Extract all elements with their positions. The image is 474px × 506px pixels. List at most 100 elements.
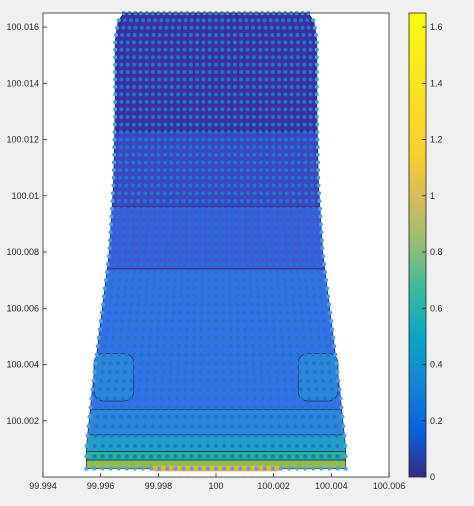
mesh-node (245, 55, 250, 60)
mesh-node (154, 246, 159, 251)
mesh-node (269, 424, 274, 429)
mesh-node (144, 62, 149, 67)
mesh-node (292, 405, 297, 410)
mesh-node (214, 183, 218, 188)
mesh-node (289, 40, 294, 45)
mesh-node (188, 191, 193, 196)
mesh-node (86, 424, 91, 429)
mesh-node (305, 369, 310, 374)
mesh-node (169, 62, 174, 67)
mesh-node (107, 246, 112, 251)
mesh-node (94, 352, 99, 357)
mesh-node (329, 319, 334, 323)
mesh-node (240, 230, 245, 235)
mesh-node (330, 396, 335, 401)
mesh-node (144, 152, 148, 157)
mesh-node (239, 33, 243, 37)
mesh-node (290, 145, 295, 150)
mesh-node (214, 92, 218, 97)
mesh-node (270, 84, 275, 89)
mesh-node (194, 222, 199, 227)
mesh-node (173, 270, 178, 275)
mesh-node (228, 327, 233, 332)
mesh-node (230, 433, 235, 438)
mesh-node (119, 40, 124, 45)
mesh-node (175, 152, 180, 157)
mesh-node (175, 191, 180, 196)
mesh-node (163, 122, 168, 127)
mesh-node (132, 70, 136, 74)
mesh-node (138, 114, 143, 119)
mesh-node (199, 344, 204, 349)
mesh-node (291, 199, 296, 203)
mesh-node (245, 77, 250, 82)
mesh-node (168, 361, 173, 366)
mesh-node (286, 443, 291, 448)
mesh-node (221, 310, 226, 315)
mesh-node (207, 262, 212, 266)
mesh-node (243, 344, 248, 349)
mesh-node (150, 92, 155, 97)
mesh-node (264, 99, 269, 104)
mesh-node (173, 466, 178, 471)
mesh-node (316, 175, 321, 180)
mesh-node (118, 175, 123, 180)
mesh-node (131, 137, 136, 142)
mesh-node (119, 77, 124, 82)
mesh-node (334, 433, 339, 438)
mesh-node (205, 454, 210, 459)
mesh-node (264, 47, 269, 52)
mesh-node (182, 84, 187, 89)
mesh-node (220, 191, 225, 196)
mesh-node (229, 361, 233, 366)
mesh-node (327, 454, 332, 459)
mesh-node (312, 294, 317, 299)
mesh-node (290, 168, 295, 173)
mesh-node (281, 254, 285, 259)
mesh-node (234, 270, 239, 275)
mesh-node (166, 414, 171, 419)
mesh-node (214, 122, 218, 127)
mesh-node (206, 414, 211, 419)
mesh-node (207, 33, 212, 37)
mesh-node (229, 369, 234, 374)
mesh-node (239, 107, 244, 112)
mesh-node (176, 77, 181, 82)
mesh-node (156, 310, 161, 315)
mesh-node (265, 160, 269, 165)
mesh-node (287, 344, 292, 349)
mesh-node (187, 222, 192, 227)
mesh-node (300, 238, 305, 243)
mesh-node (302, 99, 307, 104)
mesh-node (182, 414, 187, 419)
mesh-node (214, 191, 218, 196)
mesh-node (188, 206, 192, 211)
mesh-node (283, 55, 288, 60)
mesh-node (280, 344, 285, 349)
mesh-node (338, 396, 343, 401)
mesh-node (149, 433, 154, 438)
mesh-node (252, 152, 257, 157)
mesh-node (176, 99, 181, 104)
mesh-node (239, 152, 244, 157)
mesh-node (150, 62, 155, 67)
mesh-node (194, 199, 199, 203)
mesh-node (143, 183, 148, 188)
mesh-node (319, 466, 324, 471)
mesh-node (237, 396, 242, 401)
mesh-node (180, 262, 185, 266)
mesh-node (221, 387, 226, 392)
mesh-node (169, 47, 174, 52)
mesh-node (194, 230, 199, 235)
mesh-node (326, 361, 331, 366)
mesh-node (226, 70, 231, 74)
mesh-node (206, 405, 211, 410)
y-axis: 100.002100.004100.006100.008100.01100.01… (6, 22, 47, 426)
mesh-node (305, 302, 310, 307)
mesh-node (226, 99, 231, 104)
mesh-node (183, 378, 188, 383)
mesh-node (175, 183, 180, 188)
mesh-node (121, 387, 126, 392)
mesh-node (280, 238, 285, 243)
mesh-node (258, 107, 263, 112)
